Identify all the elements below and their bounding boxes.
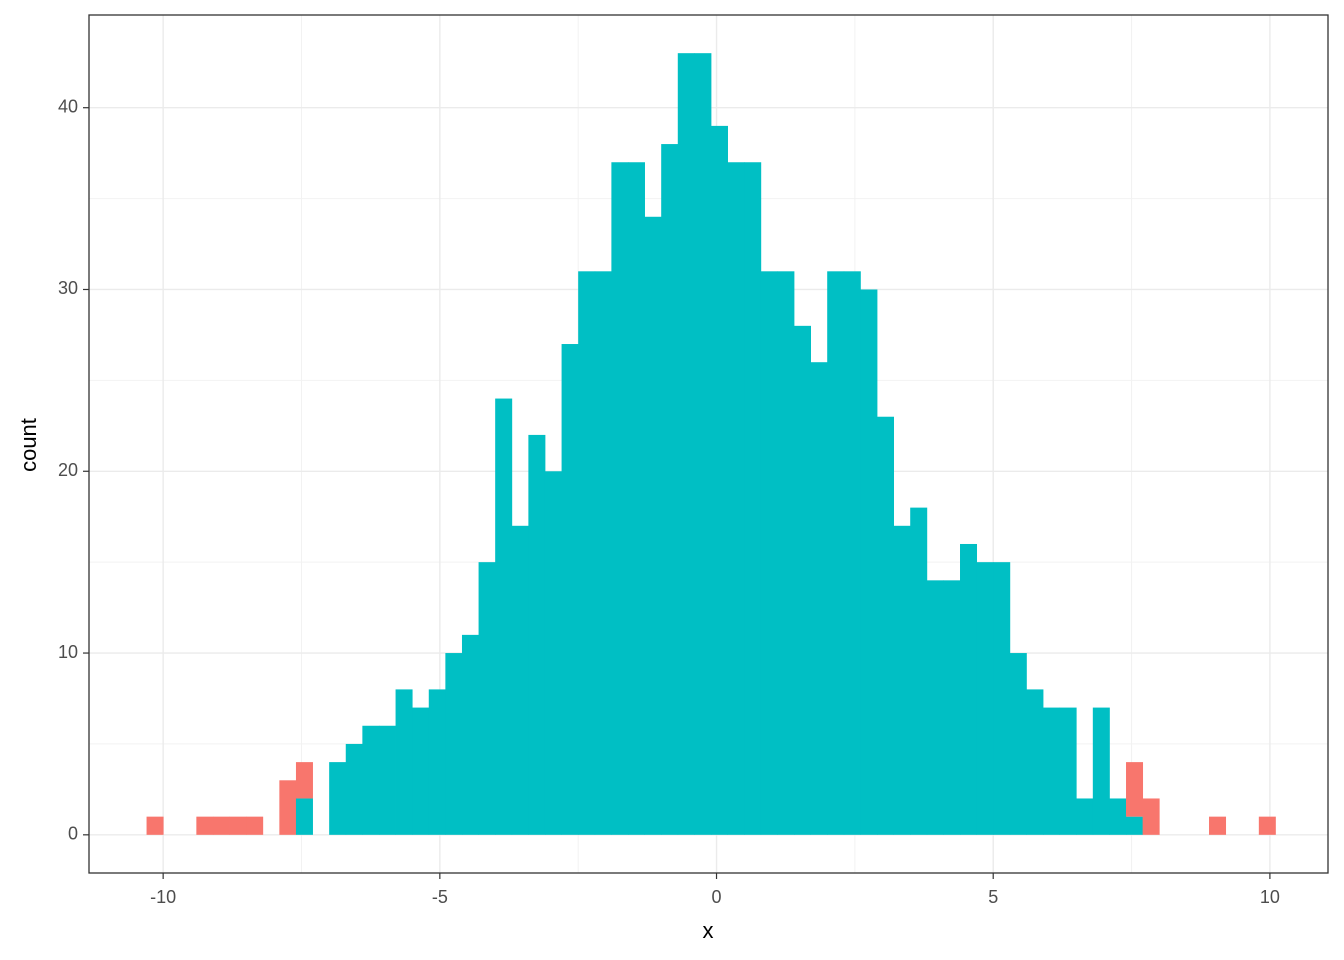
bar	[478, 562, 496, 835]
bar	[1109, 798, 1127, 835]
bar	[760, 271, 778, 835]
bar	[860, 289, 878, 835]
bar	[578, 271, 596, 835]
y-tick-label: 0	[68, 824, 78, 844]
bar	[561, 344, 579, 835]
bar	[295, 762, 313, 799]
bar	[395, 689, 413, 835]
bar	[1059, 707, 1077, 835]
bar	[960, 543, 978, 835]
bar	[1142, 798, 1160, 835]
bar	[810, 362, 828, 835]
bar	[893, 525, 911, 835]
bar	[428, 689, 446, 835]
x-tick-label: 0	[712, 887, 722, 907]
bar	[445, 653, 463, 835]
bar	[1209, 816, 1227, 835]
bar	[644, 216, 662, 835]
bar	[329, 762, 347, 835]
bar	[461, 634, 479, 835]
bar	[943, 580, 961, 835]
bar	[1258, 816, 1276, 835]
x-tick-label: 10	[1260, 887, 1280, 907]
bar	[843, 271, 861, 835]
bar	[295, 798, 313, 835]
bar	[661, 144, 679, 835]
bar	[611, 162, 629, 835]
bar	[594, 271, 612, 835]
bar	[1126, 816, 1144, 835]
bar	[777, 271, 795, 835]
bar	[1026, 689, 1044, 835]
bar	[677, 53, 695, 835]
bar	[710, 125, 728, 835]
bar	[362, 725, 380, 835]
bar	[196, 816, 214, 835]
bar	[229, 816, 247, 835]
x-axis-title: x	[703, 918, 714, 943]
bar	[1092, 707, 1110, 835]
bar	[827, 271, 845, 835]
bar	[1009, 653, 1027, 835]
bar	[993, 562, 1011, 835]
y-axis-title: count	[16, 418, 41, 472]
bar	[146, 816, 164, 835]
x-tick-label: -5	[432, 887, 448, 907]
bar	[412, 707, 430, 835]
bar	[793, 325, 811, 835]
bar	[1043, 707, 1061, 835]
bar	[528, 434, 546, 835]
bar	[877, 416, 895, 835]
bar	[378, 725, 396, 835]
bar	[495, 398, 513, 835]
bar	[1126, 762, 1144, 817]
bar	[627, 162, 645, 835]
bar	[727, 162, 745, 835]
bar	[926, 580, 944, 835]
y-tick-label: 20	[58, 460, 78, 480]
x-tick-label: 5	[988, 887, 998, 907]
bar	[345, 743, 363, 835]
bar	[246, 816, 264, 835]
bar	[279, 780, 297, 835]
bar	[976, 562, 994, 835]
bar	[212, 816, 230, 835]
bar	[910, 507, 928, 835]
panel-border	[88, 14, 1329, 874]
bar	[694, 53, 712, 835]
bar	[744, 162, 762, 835]
y-tick-label: 40	[58, 96, 78, 116]
bar	[544, 471, 562, 835]
y-tick-label: 10	[58, 642, 78, 662]
bar	[511, 525, 529, 835]
x-tick-label: -10	[150, 887, 176, 907]
bar	[1076, 798, 1094, 835]
y-tick-label: 30	[58, 278, 78, 298]
